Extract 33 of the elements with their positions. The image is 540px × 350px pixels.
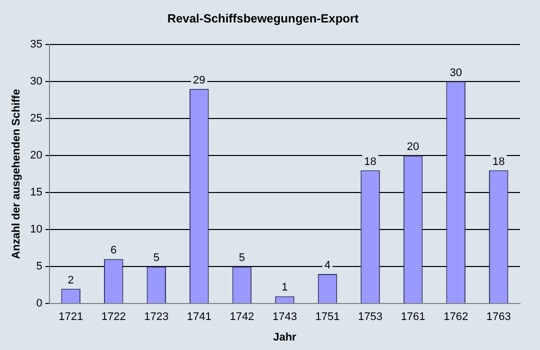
data-label: 6 <box>110 244 117 257</box>
x-tick-label: 1723 <box>144 311 169 324</box>
y-axis-title: Anzahl der ausgehenden Schiffe <box>10 89 23 259</box>
x-tick-label: 1751 <box>315 311 340 324</box>
y-tick-label: 35 <box>30 38 42 50</box>
x-axis-title: Jahr <box>273 331 298 344</box>
x-tick-label: 1761 <box>400 311 426 324</box>
y-tick-label: 0 <box>36 298 42 310</box>
x-tick-label: 1763 <box>486 311 511 324</box>
y-tick-label: 5 <box>36 260 42 273</box>
y-tick-label: 30 <box>30 75 42 88</box>
x-tick-label: 1762 <box>444 311 468 324</box>
x-tick-label: 1743 <box>272 311 297 324</box>
data-label: 5 <box>153 252 160 264</box>
y-tick-label: 15 <box>30 186 42 199</box>
x-tick-label: 1742 <box>230 311 254 324</box>
data-label: 18 <box>364 156 376 168</box>
data-label: 1 <box>282 282 288 294</box>
x-tick-label: 1722 <box>101 311 126 324</box>
y-tick-label: 20 <box>30 150 42 162</box>
data-label: 20 <box>406 141 420 154</box>
x-tick-label: 1741 <box>186 311 212 324</box>
data-label: 18 <box>492 156 505 168</box>
y-tick-label: 25 <box>30 112 42 124</box>
x-tick-label: 1721 <box>58 311 84 324</box>
data-label: 4 <box>324 260 331 272</box>
data-label: 2 <box>68 274 74 286</box>
y-tick-label: 10 <box>30 224 42 236</box>
x-tick-label: 1753 <box>358 311 383 324</box>
data-label: 30 <box>450 66 462 79</box>
data-label: 29 <box>193 74 206 86</box>
data-label: 5 <box>238 252 245 264</box>
chart-title: Reval-Schiffsbewegungen-Export <box>167 12 359 26</box>
